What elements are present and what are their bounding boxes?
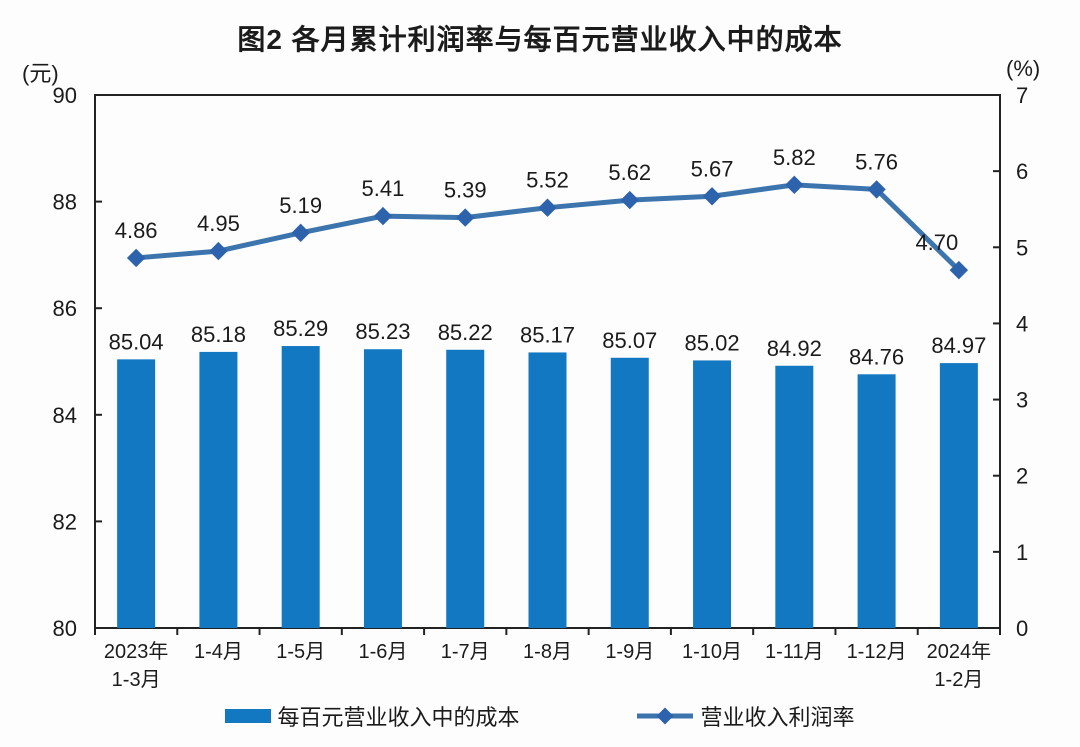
line-value-label: 5.67	[691, 156, 734, 181]
left-axis-tick-label: 88	[53, 190, 77, 215]
x-category-label: 1-7月	[441, 641, 490, 663]
line-marker	[785, 175, 804, 195]
line-value-label: 5.41	[362, 176, 405, 201]
line-marker	[538, 198, 557, 217]
x-category-label: 1-4月	[194, 641, 243, 663]
line-value-label: 5.39	[444, 178, 487, 203]
x-category-label: 2023年	[104, 640, 169, 663]
line-marker	[373, 206, 393, 226]
line-marker	[702, 187, 722, 206]
legend: 每百元营业收入中的成本 营业收入利润率	[0, 700, 1080, 732]
x-category-label: 2024年	[927, 640, 992, 663]
bar	[693, 360, 732, 628]
bar-value-label: 84.97	[931, 333, 986, 358]
line-series-swatch	[636, 707, 693, 725]
profit-rate-line	[135, 182, 961, 272]
bar-value-label: 85.22	[438, 320, 493, 345]
right-axis-tick-label: 3	[1016, 388, 1028, 413]
bar-value-label: 85.04	[109, 329, 164, 354]
line-value-label: 4.86	[115, 218, 158, 243]
line-value-label: 5.62	[608, 160, 651, 185]
bar	[939, 363, 978, 628]
line-marker	[620, 190, 639, 210]
bar-value-label: 85.18	[191, 322, 246, 347]
bar-series-swatch	[225, 709, 272, 723]
line-value-label: 5.52	[526, 168, 569, 193]
bar	[610, 357, 649, 628]
x-category-label: 1-11月	[765, 641, 824, 663]
line-marker	[291, 223, 310, 243]
bar-value-label: 84.92	[767, 336, 822, 361]
right-axis-tick-label: 7	[1016, 83, 1028, 108]
left-axis-tick-label: 80	[53, 616, 77, 641]
x-category-label: 1-12月	[847, 641, 907, 663]
bar	[775, 365, 814, 628]
bar-value-label: 84.76	[849, 344, 904, 369]
x-category-label: 1-10月	[682, 641, 742, 663]
chart-title: 图2 各月累计利润率与每百元营业收入中的成本	[237, 24, 843, 55]
x-category-label: 1-8月	[523, 641, 572, 663]
line-marker	[456, 208, 475, 227]
line-value-label: 5.82	[773, 145, 816, 170]
bar-value-label: 85.23	[355, 319, 410, 344]
line-marker	[209, 241, 228, 261]
right-axis-unit: (%)	[1006, 56, 1041, 81]
x-category-label: 1-2月	[934, 669, 983, 691]
left-axis-tick-label: 90	[53, 83, 77, 108]
bar-value-label: 85.02	[685, 330, 740, 355]
bar-value-label: 85.29	[273, 316, 328, 341]
right-axis-tick-label: 4	[1016, 311, 1028, 336]
line-marker	[949, 260, 969, 280]
right-axis-tick-label: 0	[1016, 616, 1028, 641]
line-value-label: 5.19	[279, 193, 322, 218]
right-axis-tick-label: 6	[1016, 159, 1028, 184]
legend-label-profit: 营业收入利润率	[700, 705, 855, 730]
right-axis-tick-label: 5	[1016, 235, 1028, 260]
line-marker	[867, 180, 886, 199]
legend-label-cost: 每百元营业收入中的成本	[277, 705, 520, 730]
bar	[199, 351, 238, 628]
right-axis-tick-label: 1	[1016, 540, 1028, 565]
bar	[363, 349, 402, 628]
combo-chart-svg: 80 82 84 86 88 90 0 1 2 3 4 5 6 7 2023年 1-3月 1-4月 1-5月 1-6…	[53, 83, 1029, 691]
bar	[117, 359, 156, 628]
right-axis-tick-label: 2	[1016, 464, 1028, 489]
x-category-label: 1-5月	[276, 641, 325, 663]
bar	[281, 346, 320, 628]
x-category-label: 1-9月	[605, 641, 654, 663]
x-category-label: 1-6月	[359, 641, 408, 663]
bar-value-label: 85.17	[520, 322, 575, 347]
bar	[528, 352, 567, 628]
left-axis-tick-label: 82	[53, 509, 77, 534]
legend-item-profit: 营业收入利润率	[635, 700, 855, 732]
line-value-label: 5.76	[855, 149, 898, 174]
left-axis-unit: (元)	[22, 61, 59, 86]
bar	[857, 374, 896, 628]
x-category-label: 1-3月	[112, 669, 161, 691]
line-value-label: 4.95	[197, 211, 240, 236]
left-axis-tick-label: 86	[53, 296, 77, 321]
line-value-label: 4.70	[915, 230, 958, 255]
left-axis-tick-label: 84	[53, 403, 77, 428]
legend-item-cost: 每百元营业收入中的成本	[225, 700, 520, 732]
bar-value-label: 85.07	[602, 328, 657, 353]
line-marker	[126, 248, 146, 268]
bar	[446, 349, 485, 628]
